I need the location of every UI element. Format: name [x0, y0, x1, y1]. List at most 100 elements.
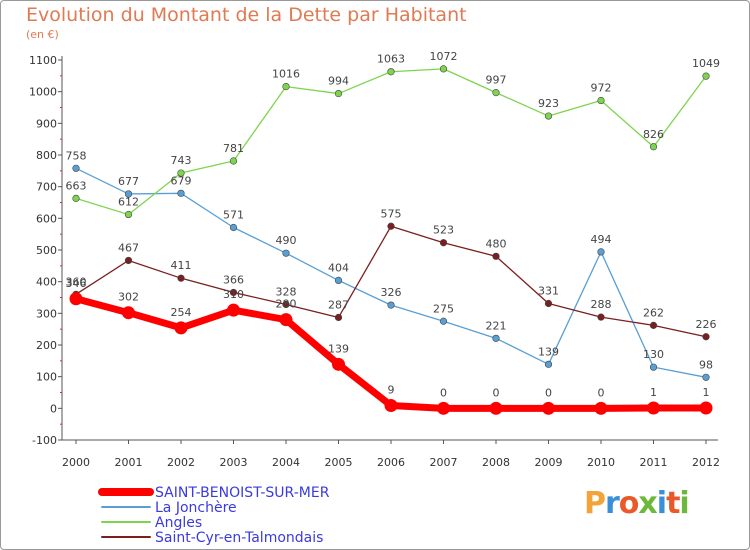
y-tick-label: -100: [32, 434, 57, 447]
x-tick-label: 2007: [430, 456, 458, 469]
x-tick-label: 2004: [272, 456, 300, 469]
data-label: 923: [538, 97, 559, 110]
data-label: 221: [486, 319, 507, 332]
data-point: [124, 190, 133, 198]
data-point: [124, 256, 133, 265]
data-label: 490: [276, 234, 297, 247]
data-point: [72, 164, 80, 172]
data-label: 677: [118, 175, 139, 188]
data-label: 139: [538, 345, 559, 358]
series-line: [75, 167, 707, 378]
logo-letter: t: [666, 486, 680, 521]
data-label: 98: [699, 358, 713, 371]
data-point: [227, 303, 240, 317]
data-label: 743: [171, 154, 192, 167]
series-line: [75, 225, 707, 338]
data-point: [544, 360, 553, 368]
data-label: 9: [388, 383, 395, 396]
x-tick-label: 2010: [587, 456, 615, 469]
data-label: 346: [66, 277, 87, 290]
data-point: [229, 288, 238, 297]
y-tick-label: 100: [36, 371, 57, 384]
data-label: 1016: [272, 68, 300, 81]
legend-label: Angles: [155, 515, 202, 531]
data-label: 1049: [692, 57, 720, 70]
logo-letter: o: [618, 486, 640, 521]
data-label: 328: [276, 285, 297, 298]
data-label: 994: [328, 75, 349, 88]
data-point: [489, 401, 503, 415]
data-label: 1072: [430, 50, 458, 63]
data-point: [387, 301, 395, 309]
data-point: [279, 313, 293, 327]
x-tick-label: 2000: [62, 456, 90, 469]
data-point: [124, 210, 133, 219]
x-tick-label: 2003: [220, 456, 248, 469]
data-label: 571: [223, 209, 244, 222]
data-label: 226: [696, 318, 717, 331]
data-label: 288: [591, 298, 612, 311]
data-point: [229, 223, 238, 232]
logo-letter: r: [605, 486, 620, 521]
y-tick-label: 1000: [29, 86, 57, 99]
data-label: 1063: [377, 53, 405, 66]
data-point: [594, 401, 608, 415]
data-point: [122, 306, 135, 320]
data-point: [387, 222, 395, 230]
data-label: 612: [118, 196, 139, 209]
data-label: 331: [538, 285, 559, 298]
data-point: [439, 239, 448, 247]
data-point: [282, 300, 290, 309]
data-label: 254: [171, 306, 192, 319]
data-label: 972: [591, 82, 612, 95]
y-tick-label: 300: [36, 307, 57, 320]
data-label: 467: [118, 241, 139, 254]
data-point: [649, 321, 658, 329]
data-label: 0: [545, 386, 552, 399]
data-point: [649, 143, 658, 151]
data-label: 758: [66, 149, 87, 162]
data-point: [332, 357, 345, 371]
data-label: 404: [328, 261, 349, 274]
data-point: [334, 89, 343, 98]
data-point: [282, 249, 290, 257]
data-label: 480: [486, 237, 507, 250]
logo-letter: i: [679, 486, 689, 521]
data-label: 663: [66, 179, 87, 192]
data-point: [384, 398, 398, 412]
logo-letter: P: [584, 486, 606, 521]
data-label: 781: [223, 142, 244, 155]
data-label: 310: [223, 288, 244, 301]
data-point: [597, 96, 605, 105]
data-label: 1: [703, 386, 710, 399]
data-label: 287: [328, 298, 349, 311]
y-tick-label: 800: [36, 149, 57, 162]
y-tick-label: 900: [36, 117, 57, 130]
data-label: 280: [276, 298, 297, 311]
data-point: [702, 333, 710, 341]
data-point: [387, 68, 395, 76]
data-label: 575: [381, 207, 402, 220]
y-tick-label: 0: [50, 402, 57, 415]
x-tick-label: 2008: [482, 456, 510, 469]
data-label: 411: [171, 259, 192, 272]
x-tick-label: 2012: [692, 456, 720, 469]
data-point: [597, 248, 605, 256]
data-point: [229, 157, 238, 165]
data-point: [334, 313, 343, 322]
data-point: [282, 82, 290, 91]
logo-letter: i: [656, 486, 667, 521]
legend-label: SAINT-BENOIST-SUR-MER: [155, 485, 330, 501]
data-point: [174, 321, 188, 335]
data-point: [72, 194, 80, 202]
x-tick-label: 2002: [167, 456, 195, 469]
data-label: 302: [118, 291, 139, 304]
data-point: [544, 299, 553, 308]
data-label: 0: [440, 386, 447, 399]
proxiti-logo: Proxiti: [584, 486, 690, 521]
data-label: 275: [433, 302, 454, 315]
data-label: 679: [171, 174, 192, 187]
data-point: [177, 189, 185, 197]
data-label: 826: [643, 128, 664, 141]
